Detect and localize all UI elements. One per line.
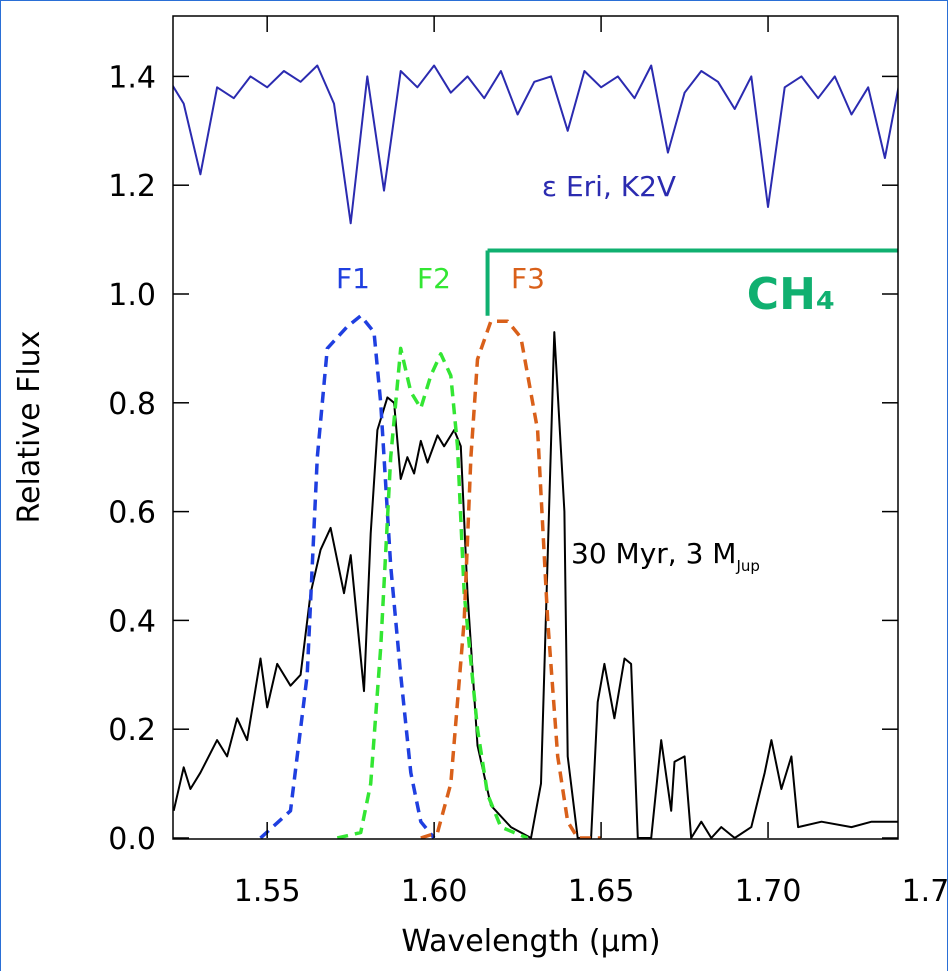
x-tick-label: 1.75 [902,874,947,909]
x-axis-label: Wavelength (μm) [401,924,660,959]
y-tick-label: 0.0 [108,822,156,857]
y-tick-label: 0.2 [108,713,156,748]
series-line [259,314,436,839]
x-tick-label: 1.55 [234,874,301,909]
planet-label-sub: Jup [735,557,759,575]
series-line [420,319,602,839]
plot-area [173,64,898,839]
filter-label: F1 [336,262,370,295]
y-tick-label: 0.6 [108,496,156,531]
x-tick-label: 1.70 [735,874,802,909]
y-tick-label: 0.8 [108,387,156,422]
series-line [173,64,898,225]
y-axis-label: Relative Flux [12,331,47,524]
star-label: ε Eri, K2V [542,170,676,203]
plot-frame [172,15,899,840]
filter-label: F3 [511,262,545,295]
series-line [336,346,529,839]
y-tick-label: 0.4 [108,604,156,639]
planet-label-text: 30 Myr, 3 M [571,537,736,570]
ch4-label: CH₄ [747,269,835,320]
filter-label: F2 [417,262,451,295]
series-line [173,331,898,839]
y-tick-label: 1.4 [108,60,156,95]
x-tick-label: 1.60 [401,874,468,909]
x-tick-label: 1.65 [568,874,635,909]
y-tick-label: 1.0 [108,278,156,313]
planet-label: 30 Myr, 3 MJup [571,537,760,575]
y-tick-label: 1.2 [108,169,156,204]
